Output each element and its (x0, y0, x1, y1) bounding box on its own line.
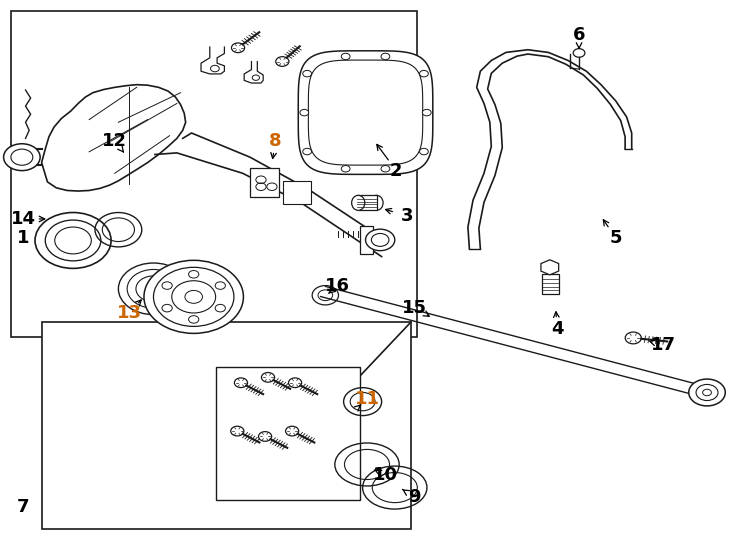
Circle shape (381, 53, 390, 60)
Text: 5: 5 (609, 229, 622, 247)
Circle shape (300, 110, 309, 116)
Circle shape (215, 305, 225, 312)
Text: 2: 2 (390, 161, 402, 180)
Circle shape (302, 70, 311, 77)
Bar (11, 11, 417, 337)
Text: 9: 9 (408, 488, 421, 506)
Bar (42, 322, 411, 529)
Circle shape (276, 57, 289, 66)
Text: 4: 4 (551, 320, 564, 338)
Text: 14: 14 (11, 210, 36, 228)
Circle shape (230, 426, 244, 436)
Bar (360, 226, 373, 254)
Circle shape (381, 166, 390, 172)
Bar (358, 195, 377, 211)
Circle shape (189, 271, 199, 278)
Text: 7: 7 (17, 498, 29, 516)
Text: 6: 6 (573, 26, 585, 44)
Circle shape (144, 260, 244, 333)
Circle shape (341, 53, 350, 60)
Circle shape (302, 148, 311, 155)
Text: 10: 10 (373, 466, 398, 484)
Ellipse shape (370, 195, 383, 211)
Circle shape (341, 166, 350, 172)
Circle shape (688, 379, 725, 406)
Text: 12: 12 (102, 132, 127, 150)
Circle shape (420, 70, 429, 77)
Circle shape (215, 282, 225, 289)
Circle shape (573, 49, 585, 57)
Circle shape (162, 282, 172, 289)
Circle shape (231, 43, 244, 52)
Text: 11: 11 (355, 390, 379, 408)
Circle shape (4, 144, 40, 171)
Circle shape (625, 332, 642, 344)
Text: 1: 1 (17, 229, 29, 247)
Circle shape (162, 305, 172, 312)
Text: 3: 3 (401, 207, 413, 225)
Text: 16: 16 (325, 277, 350, 295)
Polygon shape (541, 260, 559, 275)
Text: 17: 17 (650, 336, 675, 354)
Circle shape (420, 148, 429, 155)
Bar (15, 146, 21, 168)
Circle shape (366, 229, 395, 251)
Text: 15: 15 (402, 299, 427, 316)
Text: 8: 8 (269, 132, 282, 150)
Bar (216, 367, 360, 500)
Text: 13: 13 (117, 304, 142, 322)
Circle shape (422, 110, 431, 116)
Bar (250, 168, 279, 198)
Circle shape (234, 378, 247, 388)
Circle shape (288, 378, 302, 388)
Polygon shape (298, 51, 433, 174)
Circle shape (189, 316, 199, 323)
Circle shape (258, 431, 272, 441)
Circle shape (261, 373, 275, 382)
Circle shape (286, 426, 299, 436)
Bar (283, 181, 310, 204)
Ellipse shape (352, 195, 365, 211)
Bar (542, 274, 559, 294)
